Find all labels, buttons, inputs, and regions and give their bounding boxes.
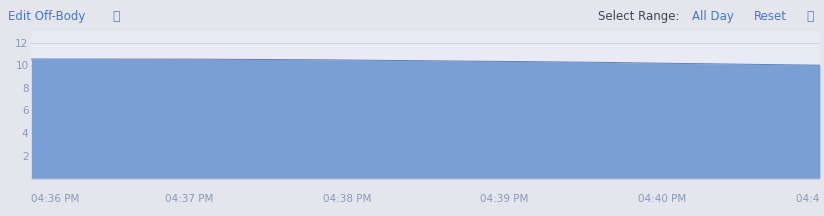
- Text: 04:41 PM: 04:41 PM: [796, 194, 824, 204]
- Text: Edit Off-Body: Edit Off-Body: [8, 10, 86, 23]
- Text: ⓘ: ⓘ: [806, 10, 813, 23]
- Text: 04:39 PM: 04:39 PM: [480, 194, 529, 204]
- Text: All Day: All Day: [692, 10, 734, 23]
- Text: 04:38 PM: 04:38 PM: [322, 194, 371, 204]
- Text: 04:37 PM: 04:37 PM: [165, 194, 213, 204]
- Text: 04:36 PM: 04:36 PM: [31, 194, 80, 204]
- Text: 04:40 PM: 04:40 PM: [638, 194, 686, 204]
- Text: Select Range:: Select Range:: [598, 10, 680, 23]
- Text: Reset: Reset: [754, 10, 787, 23]
- Text: ⓘ: ⓘ: [112, 10, 119, 23]
